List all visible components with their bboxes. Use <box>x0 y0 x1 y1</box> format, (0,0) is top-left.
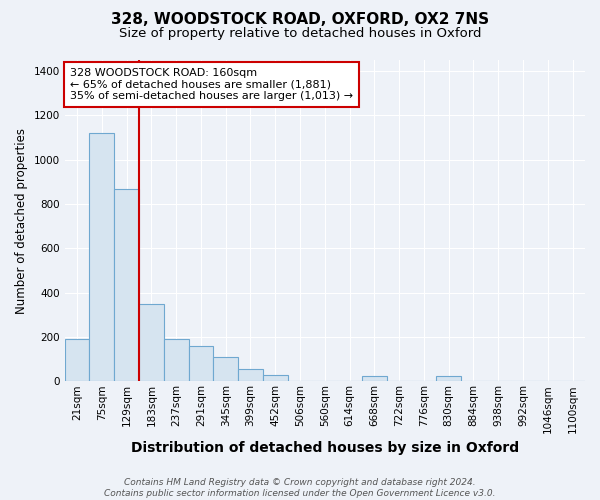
Text: 328 WOODSTOCK ROAD: 160sqm
← 65% of detached houses are smaller (1,881)
35% of s: 328 WOODSTOCK ROAD: 160sqm ← 65% of deta… <box>70 68 353 101</box>
Bar <box>238 369 263 382</box>
X-axis label: Distribution of detached houses by size in Oxford: Distribution of detached houses by size … <box>131 441 519 455</box>
Bar <box>188 346 214 382</box>
Bar <box>65 339 89 382</box>
Text: Contains HM Land Registry data © Crown copyright and database right 2024.
Contai: Contains HM Land Registry data © Crown c… <box>104 478 496 498</box>
Text: 328, WOODSTOCK ROAD, OXFORD, OX2 7NS: 328, WOODSTOCK ROAD, OXFORD, OX2 7NS <box>111 12 489 28</box>
Bar <box>436 376 461 382</box>
Bar <box>139 304 164 382</box>
Bar <box>362 376 387 382</box>
Y-axis label: Number of detached properties: Number of detached properties <box>15 128 28 314</box>
Bar <box>89 133 114 382</box>
Bar <box>263 374 287 382</box>
Text: Size of property relative to detached houses in Oxford: Size of property relative to detached ho… <box>119 28 481 40</box>
Bar <box>214 357 238 382</box>
Bar <box>114 188 139 382</box>
Bar <box>164 339 188 382</box>
